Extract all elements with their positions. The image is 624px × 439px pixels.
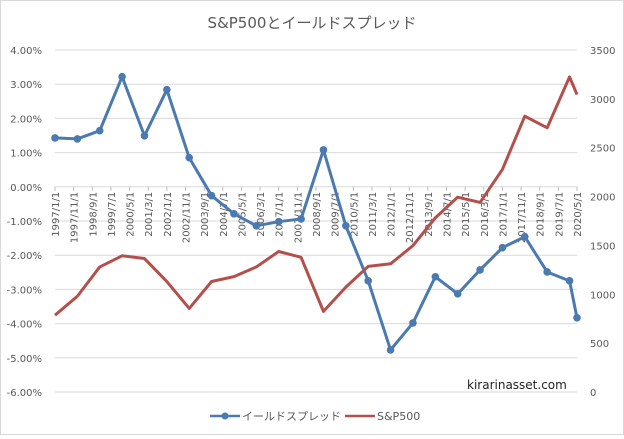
spread-data-point bbox=[51, 134, 59, 142]
spread-data-point bbox=[297, 215, 305, 223]
right-tick-label: 2500 bbox=[590, 144, 615, 155]
left-axis: 4.00% 3.00% 2.00% 1.00% 0.00% -1.00% -2.00% -3.… bbox=[7, 46, 42, 399]
right-tick-label: 1000 bbox=[590, 290, 615, 301]
x-tick-label: 2002/11/1 bbox=[182, 192, 193, 243]
left-tick-label: 1.00% bbox=[10, 149, 42, 160]
chart-title: S&P500とイールドスプレッド bbox=[208, 14, 417, 32]
x-tick-label: 2013/9/1 bbox=[424, 192, 435, 237]
x-tick-label: 2007/1/1 bbox=[275, 192, 286, 237]
legend: イールドスプレッド S&P500 bbox=[210, 410, 420, 423]
spread-data-point bbox=[565, 277, 574, 285]
spread-data-point bbox=[163, 85, 171, 94]
legend-label-sp500: S&P500 bbox=[377, 410, 420, 423]
series-group bbox=[51, 72, 581, 354]
left-tick-label: 4.00% bbox=[10, 46, 42, 57]
x-tick-label: 2006/3/1 bbox=[256, 192, 267, 237]
x-tick-label: 2001/3/1 bbox=[144, 192, 155, 237]
x-tick-label: 2012/11/1 bbox=[405, 192, 416, 243]
right-tick-label: 3000 bbox=[590, 95, 615, 106]
spread-data-point bbox=[573, 313, 581, 322]
right-tick-label: 1500 bbox=[590, 241, 615, 252]
x-axis: 1997/1/1 1997/11/1 1998/9/1 1999/7/1 2000/5/… bbox=[51, 186, 584, 243]
legend-label-spread: イールドスプレッド bbox=[242, 410, 341, 423]
x-tick-label: 1997/1/1 bbox=[51, 192, 62, 237]
x-tick-label: 2002/1/1 bbox=[163, 192, 174, 237]
right-tick-label: 2000 bbox=[590, 193, 615, 204]
x-tick-label: 2000/5/1 bbox=[126, 192, 137, 237]
x-tick-label: 2010/5/1 bbox=[349, 192, 360, 237]
x-tick-label: 2003/9/1 bbox=[200, 192, 211, 237]
spread-data-point bbox=[274, 217, 283, 226]
spread-data-point bbox=[498, 243, 507, 252]
x-tick-label: 1997/11/1 bbox=[70, 192, 81, 243]
x-tick-label: 2015/5/1 bbox=[461, 192, 472, 237]
spread-data-point bbox=[118, 72, 126, 81]
gridlines bbox=[55, 49, 577, 393]
spread-data-point bbox=[73, 135, 82, 143]
x-tick-label: 2017/1/1 bbox=[498, 192, 509, 237]
spread-data-point bbox=[207, 191, 216, 200]
spread-data-point bbox=[342, 221, 350, 230]
x-tick-label: 2011/3/1 bbox=[368, 192, 379, 237]
left-tick-label: -2.00% bbox=[7, 251, 42, 262]
spread-data-point bbox=[476, 266, 484, 274]
spread-data-point bbox=[319, 146, 328, 154]
left-tick-label: -3.00% bbox=[7, 285, 42, 296]
left-tick-label: 3.00% bbox=[10, 80, 42, 91]
watermark: kirarinasset.com bbox=[467, 378, 567, 392]
left-tick-label: -4.00% bbox=[7, 320, 42, 331]
x-tick-label: 2019/7/1 bbox=[554, 192, 565, 237]
spread-data-point bbox=[230, 210, 238, 218]
spread-data-point bbox=[521, 232, 529, 241]
left-tick-label: 2.00% bbox=[10, 114, 42, 125]
right-tick-label: 3500 bbox=[590, 46, 615, 57]
spread-data-point bbox=[409, 319, 417, 327]
x-tick-label: 2018/9/1 bbox=[536, 192, 547, 237]
left-tick-label: 0.00% bbox=[10, 183, 42, 194]
x-tick-label: 2012/1/1 bbox=[387, 192, 398, 237]
spread-data-point bbox=[543, 268, 551, 276]
x-tick-label: 2008/9/1 bbox=[312, 192, 323, 237]
right-tick-label: 500 bbox=[590, 339, 609, 350]
spread-data-point bbox=[252, 221, 261, 230]
spread-data-point bbox=[453, 290, 462, 298]
x-tick-label: 2017/11/1 bbox=[517, 192, 528, 243]
legend-marker-spread bbox=[221, 412, 229, 420]
spread-data-point bbox=[364, 277, 373, 285]
spread-data-point bbox=[95, 126, 104, 135]
x-tick-label: 1999/7/1 bbox=[107, 192, 118, 237]
spread-data-point bbox=[185, 153, 194, 162]
x-tick-label: 2005/5/1 bbox=[237, 192, 248, 237]
x-tick-label: 1998/9/1 bbox=[88, 192, 99, 237]
left-tick-label: -6.00% bbox=[7, 388, 42, 399]
x-tick-label: 2004/7/1 bbox=[219, 192, 230, 237]
left-tick-label: -1.00% bbox=[7, 217, 42, 228]
spread-data-point bbox=[386, 346, 395, 354]
right-axis: 3500 3000 2500 2000 1500 1000 500 0 bbox=[590, 46, 615, 399]
right-tick-label: 0 bbox=[590, 388, 596, 399]
left-tick-label: -5.00% bbox=[7, 354, 42, 365]
spread-data-point bbox=[140, 132, 149, 140]
x-tick-label: 2020/5/1 bbox=[573, 192, 584, 237]
spread-data-point bbox=[431, 272, 440, 281]
x-tick-label: 2009/7/1 bbox=[331, 192, 342, 237]
x-tick-label: 2014/7/1 bbox=[443, 192, 454, 237]
sp500-line bbox=[54, 75, 579, 317]
x-tick-label: 2016/3/1 bbox=[480, 192, 491, 237]
